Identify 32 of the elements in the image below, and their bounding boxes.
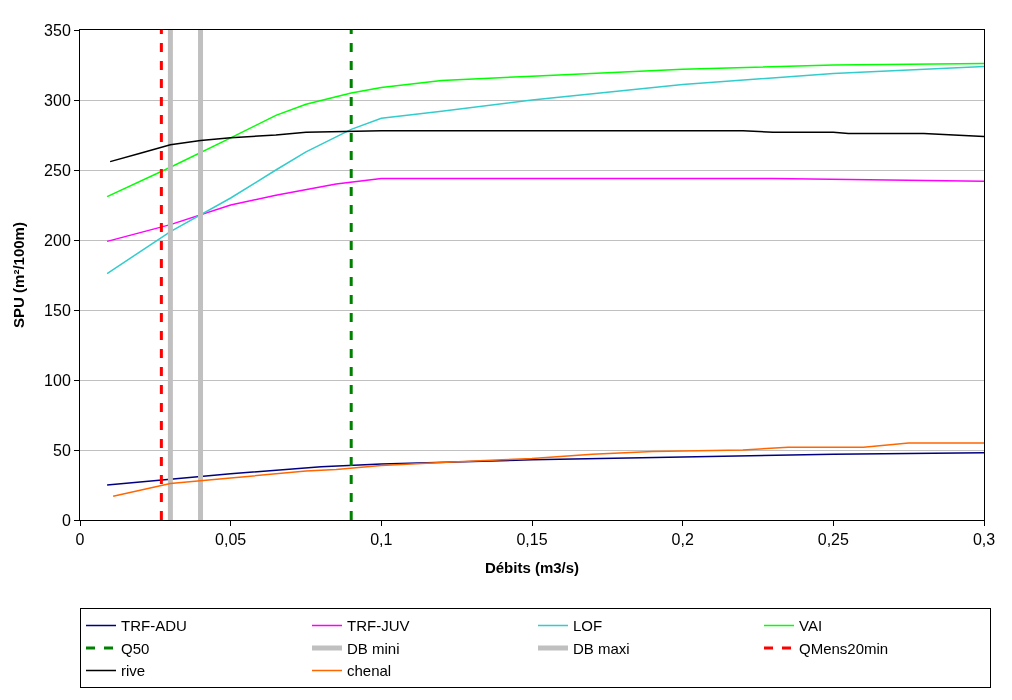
y-tick-label: 200: [44, 231, 71, 249]
legend-label: DB mini: [347, 639, 400, 657]
legend-label: LOF: [573, 617, 603, 635]
x-tick-label: 0,1: [370, 531, 393, 549]
legend-label: TRF-JUV: [347, 617, 410, 635]
x-tick-label: 0: [75, 531, 85, 549]
legend-label: VAI: [799, 617, 823, 635]
y-tick-label: 50: [53, 441, 71, 459]
legend-label: DB maxi: [573, 639, 630, 657]
y-tick-label: 300: [44, 91, 71, 109]
y-tick-label: 150: [44, 301, 71, 319]
line-series: [112, 442, 984, 497]
x-tick-label: 0,2: [671, 531, 694, 549]
y-tick-label: 0: [61, 511, 71, 529]
y-tick-label: 100: [44, 371, 71, 389]
line-series: [106, 177, 984, 243]
x-tick-label: 0,05: [215, 531, 247, 549]
line-series: [106, 65, 984, 275]
x-tick-label: 0,3: [972, 531, 996, 549]
x-tick-label: 0,25: [817, 531, 849, 549]
x-axis-title: Débits (m3/s): [484, 559, 580, 577]
y-tick-label: 250: [44, 161, 71, 179]
legend-label: QMens20min: [799, 639, 889, 657]
legend-label: Q50: [121, 639, 150, 657]
line-series: [106, 62, 984, 198]
line-series: [106, 452, 984, 486]
x-tick-label: 0,15: [516, 531, 548, 549]
legend-label: chenal: [347, 662, 392, 680]
legend-label: rive: [121, 662, 146, 680]
legend-label: TRF-ADU: [121, 617, 187, 635]
y-axis-title: SPU (m²/100m): [10, 222, 28, 328]
y-tick-label: 350: [44, 21, 71, 39]
